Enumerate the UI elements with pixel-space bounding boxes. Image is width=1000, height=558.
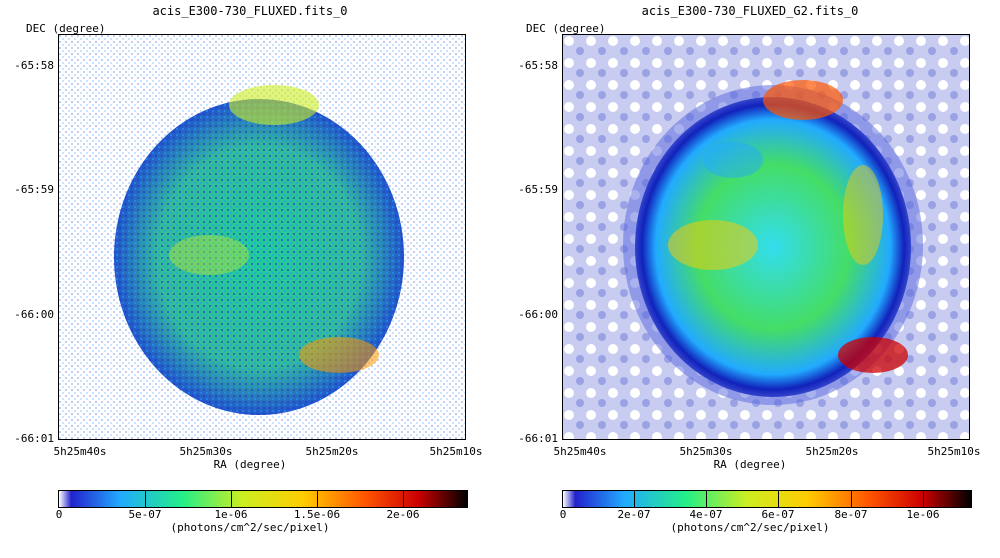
right-colorbar <box>562 490 972 508</box>
left-x-tick: 5h25m20s <box>305 445 359 458</box>
left-colorbar-tick: 1.5e-06 <box>293 508 341 521</box>
right-colorbar-tick: 4e-07 <box>689 508 723 521</box>
left-colorbar-tick: 0 <box>55 508 63 521</box>
right-y-tick: -66:00 <box>518 308 558 321</box>
right-colorbar-tick: 0 <box>559 508 567 521</box>
right-colorbar-tick: 6e-07 <box>761 508 795 521</box>
right-y-tick: -65:58 <box>518 59 558 72</box>
left-image-frame[interactable] <box>58 34 466 440</box>
left-x-tick: 5h25m40s <box>53 445 107 458</box>
left-x-tick: 5h25m10s <box>429 445 483 458</box>
right-colorbar-tick: 1e-06 <box>906 508 940 521</box>
colorbar-divider <box>923 490 924 508</box>
right-smoothed-image <box>563 35 969 439</box>
left-y-tick: -65:58 <box>14 59 54 72</box>
left-y-tick: -65:59 <box>14 183 54 196</box>
left-colorbar-tick: 1e-06 <box>214 508 248 521</box>
left-panel-title: acis_E300-730_FLUXED.fits_0 <box>152 4 348 18</box>
right-y-tick: -65:59 <box>518 183 558 196</box>
left-colorbar-unit: (photons/cm^2/sec/pixel) <box>170 521 330 534</box>
right-image-panel: acis_E300-730_FLUXED_G2.fits_0 DEC (degr… <box>500 0 1000 558</box>
left-ra-axis-label: RA (degree) <box>213 458 287 471</box>
right-colorbar-unit: (photons/cm^2/sec/pixel) <box>670 521 830 534</box>
colorbar-divider <box>231 490 232 508</box>
left-x-tick: 5h25m30s <box>179 445 233 458</box>
colorbar-divider <box>778 490 779 508</box>
colorbar-divider <box>706 490 707 508</box>
right-x-tick: 5h25m10s <box>927 445 981 458</box>
right-x-tick: 5h25m20s <box>805 445 859 458</box>
right-x-tick: 5h25m30s <box>679 445 733 458</box>
left-y-tick: -66:01 <box>14 432 54 445</box>
colorbar-divider <box>851 490 852 508</box>
right-ra-axis-label: RA (degree) <box>713 458 787 471</box>
right-x-tick: 5h25m40s <box>553 445 607 458</box>
colorbar-divider <box>403 490 404 508</box>
right-colorbar-tick: 2e-07 <box>617 508 651 521</box>
right-y-tick: -66:01 <box>518 432 558 445</box>
right-colorbar-tick: 8e-07 <box>834 508 868 521</box>
left-y-tick: -66:00 <box>14 308 54 321</box>
left-colorbar-tick: 2e-06 <box>386 508 420 521</box>
right-image-frame[interactable] <box>562 34 970 440</box>
left-fluxed-image <box>59 35 465 439</box>
left-image-panel: acis_E300-730_FLUXED.fits_0 DEC (degree) <box>14 4 483 534</box>
left-colorbar <box>58 490 468 508</box>
left-dec-axis-label: DEC (degree) <box>26 22 106 35</box>
colorbar-divider <box>634 490 635 508</box>
colorbar-divider <box>145 490 146 508</box>
right-panel-title: acis_E300-730_FLUXED_G2.fits_0 <box>641 4 859 18</box>
right-dec-axis-label: DEC (degree) <box>526 22 606 35</box>
colorbar-divider <box>317 490 318 508</box>
left-colorbar-tick: 5e-07 <box>128 508 162 521</box>
